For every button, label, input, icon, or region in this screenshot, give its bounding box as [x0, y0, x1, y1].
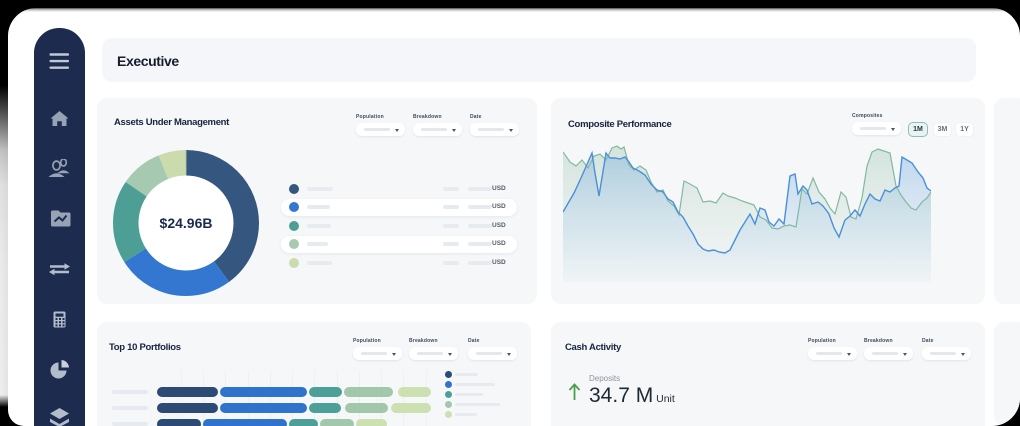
svg-text:$24.96B: $24.96B [160, 215, 213, 231]
